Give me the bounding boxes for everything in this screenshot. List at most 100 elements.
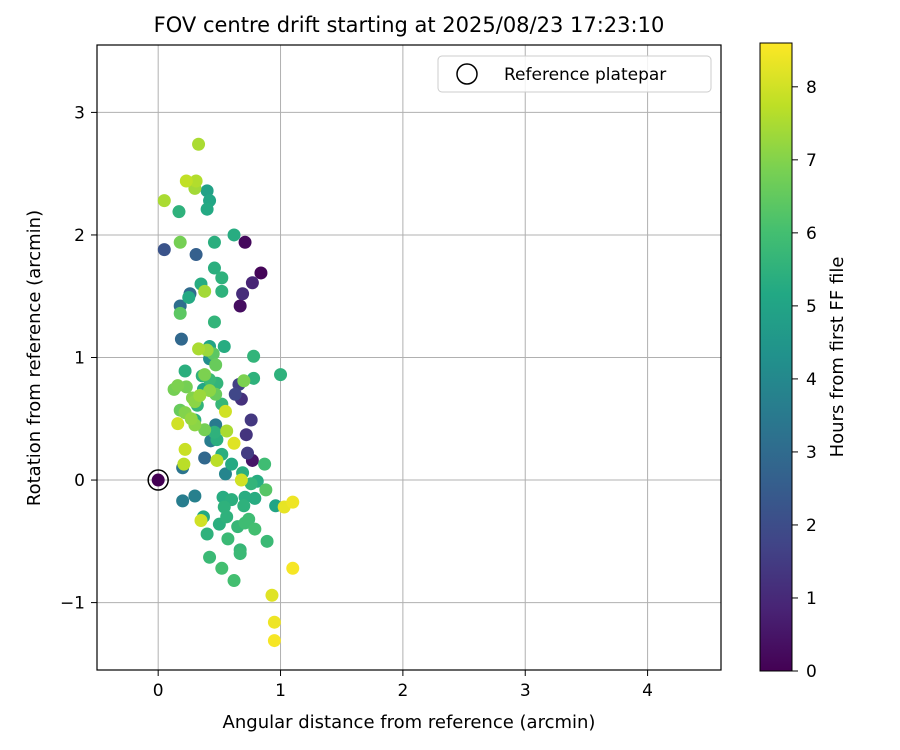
data-point — [192, 342, 206, 356]
data-point — [210, 453, 224, 467]
data-point — [203, 384, 217, 398]
data-point — [220, 424, 234, 438]
colorbar-tick-label: 8 — [806, 78, 817, 98]
y-axis-ticks: −1 0 1 2 3 — [60, 103, 97, 614]
data-point — [244, 413, 258, 427]
data-point — [198, 368, 212, 382]
data-point — [248, 491, 262, 505]
data-point — [248, 522, 262, 536]
data-point — [207, 261, 221, 275]
data-point — [254, 266, 268, 280]
data-point — [239, 428, 253, 442]
data-point — [200, 202, 214, 216]
data-point — [265, 588, 279, 602]
data-point — [220, 510, 234, 524]
data-point — [237, 374, 251, 388]
grid — [97, 45, 721, 670]
data-point — [151, 473, 165, 487]
data-point — [234, 473, 248, 487]
chart-title: FOV centre drift starting at 2025/08/23 … — [154, 13, 665, 37]
y-axis-label: Rotation from reference (arcmin) — [24, 210, 45, 506]
data-point — [245, 276, 259, 290]
x-tick-label: 4 — [642, 681, 653, 701]
data-point — [200, 527, 214, 541]
colorbar-tick-label: 6 — [806, 224, 817, 244]
y-tick-label: 2 — [74, 226, 85, 246]
data-point — [189, 248, 203, 262]
data-point — [184, 412, 198, 426]
data-point — [236, 287, 250, 301]
reference-platepar-marker — [147, 469, 169, 491]
colorbar-tick-label: 4 — [806, 370, 817, 390]
data-point — [274, 368, 288, 382]
data-point — [233, 299, 247, 313]
data-point — [157, 194, 171, 208]
colorbar-tick-label: 7 — [806, 151, 817, 171]
data-point — [225, 457, 239, 471]
data-point — [244, 477, 258, 491]
data-point — [189, 174, 203, 188]
data-point — [247, 349, 261, 363]
data-point — [227, 228, 241, 242]
data-point — [194, 513, 208, 527]
data-point — [227, 574, 241, 588]
legend-box — [437, 55, 712, 93]
data-point — [178, 364, 192, 378]
data-point — [267, 615, 281, 629]
data-point — [173, 306, 187, 320]
data-point — [258, 457, 272, 471]
data-point — [188, 489, 202, 503]
data-point — [198, 284, 212, 298]
data-point — [157, 243, 171, 257]
data-point — [242, 512, 256, 526]
data-point — [178, 442, 192, 456]
data-point — [172, 205, 186, 219]
data-point — [233, 547, 247, 561]
data-point — [228, 387, 242, 401]
data-point — [193, 388, 207, 402]
colorbar-tick-label: 0 — [806, 662, 817, 682]
data-point — [198, 423, 212, 437]
data-point — [173, 235, 187, 249]
reference-marker-layer — [147, 469, 169, 491]
data-point — [286, 495, 300, 509]
data-point — [209, 358, 223, 372]
x-tick-label: 0 — [153, 681, 164, 701]
x-tick-label: 1 — [275, 681, 286, 701]
data-point — [207, 235, 221, 249]
data-point — [182, 290, 196, 304]
data-point — [238, 235, 252, 249]
data-point — [218, 467, 232, 481]
data-point — [207, 425, 221, 439]
data-point — [179, 174, 193, 188]
data-point — [221, 532, 235, 546]
data-point — [215, 561, 229, 575]
legend: Reference platepar — [437, 55, 712, 93]
data-point — [215, 271, 229, 285]
colorbar — [759, 42, 793, 672]
data-point — [207, 315, 221, 329]
data-point — [260, 534, 274, 548]
colorbar-tick-label: 1 — [806, 589, 817, 609]
legend-label-reference: Reference platepar — [504, 65, 666, 85]
data-points — [151, 137, 300, 648]
data-point — [171, 379, 185, 393]
data-point — [198, 451, 212, 465]
data-point — [247, 371, 261, 385]
legend-marker-icon — [456, 63, 478, 85]
data-point — [215, 284, 229, 298]
y-tick-label: 1 — [74, 349, 85, 369]
colorbar-tick-label: 5 — [806, 297, 817, 317]
colorbar-tick-label: 2 — [806, 516, 817, 536]
data-point — [227, 436, 241, 450]
colorbar-label: Hours from first FF file — [827, 257, 848, 458]
data-point — [259, 483, 273, 497]
data-point — [200, 184, 214, 198]
x-axis-label: Angular distance from reference (arcmin) — [223, 712, 596, 733]
colorbar-ticks: 0 1 2 3 4 5 6 7 8 — [792, 78, 817, 682]
x-tick-label: 3 — [520, 681, 531, 701]
y-tick-label: −1 — [60, 594, 85, 614]
data-point — [286, 561, 300, 575]
data-point — [237, 499, 251, 513]
